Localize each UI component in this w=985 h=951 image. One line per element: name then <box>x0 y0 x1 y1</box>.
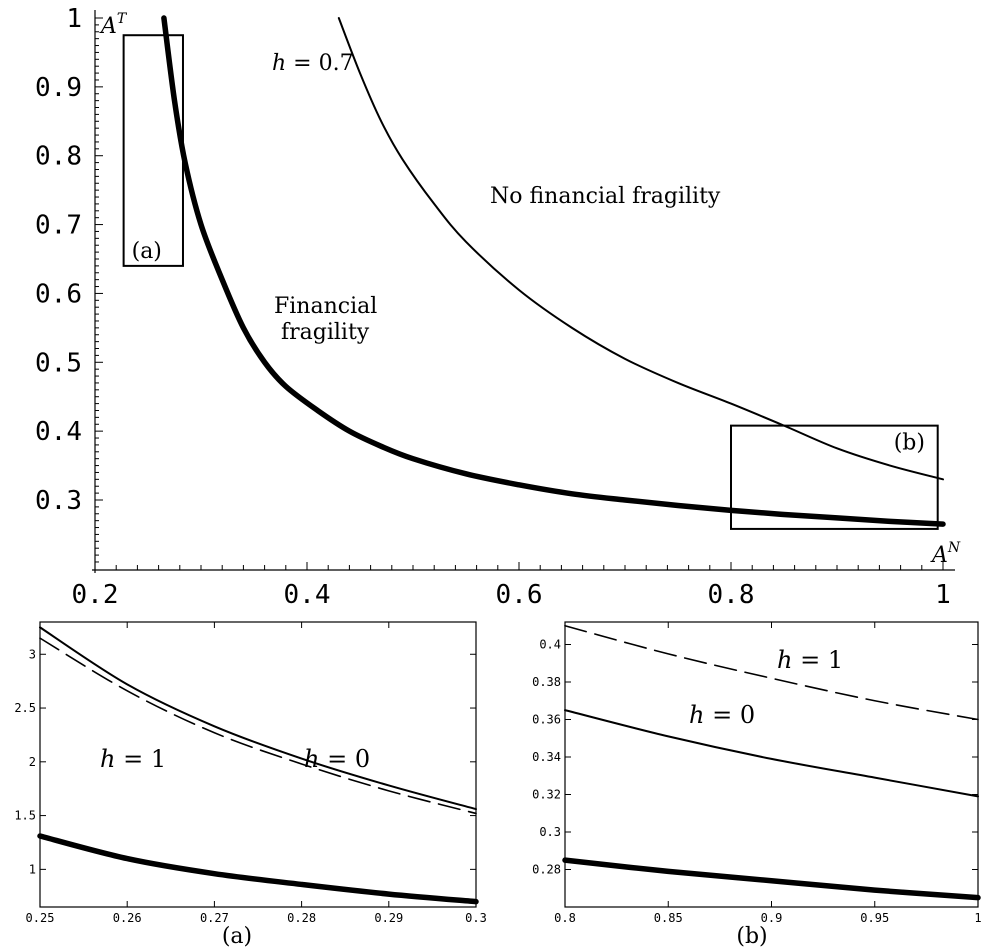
inset-b-x-tick-label: 1 <box>974 911 981 925</box>
inset-a-x-tick-label: 0.25 <box>26 911 55 925</box>
annotation-fragility-line1: Financial <box>274 294 377 319</box>
inset-b-y-tick-label: 0.32 <box>532 788 561 802</box>
inset-chart-a: 0.25 0.26 0.27 0.28 0.29 0.3 1 1.5 2 2.5 3 h = 1 h… <box>14 621 487 949</box>
main-y-tick-label: 0.8 <box>35 142 82 172</box>
inset-a-annotation-h0: h = 0 <box>304 745 370 773</box>
zoom-box-label-b: (b) <box>894 431 925 456</box>
inset-b-y-tick-label: 0.34 <box>532 750 561 764</box>
inset-a-series-dashed-line <box>39 637 477 815</box>
main-x-tick-label: 0.4 <box>284 580 331 610</box>
zoom-box-label-a: (a) <box>132 239 162 264</box>
inset-b-series-dashed-line <box>564 624 979 721</box>
main-y-tick-label: 0.3 <box>35 486 82 516</box>
inset-b-y-tick-label: 0.4 <box>539 638 561 652</box>
main-x-axis-label: AN <box>930 540 961 568</box>
main-y-tick-label: 0.7 <box>35 211 82 241</box>
inset-a-x-tick-label: 0.28 <box>287 911 316 925</box>
inset-b-y-tick-label: 0.28 <box>532 863 561 877</box>
inset-a-caption: (a) <box>222 924 252 949</box>
inset-a-x-tick-label: 0.3 <box>465 911 487 925</box>
inset-b-x-tick-label: 0.9 <box>761 911 783 925</box>
inset-a-series-thin-line <box>39 626 477 811</box>
inset-chart-b: 0.8 0.85 0.9 0.95 1 0.28 0.3 0.32 0.34 0.36 0.38 0.… <box>532 621 982 949</box>
annotation-no-fragility: No financial fragility <box>490 184 721 209</box>
inset-b-caption: (b) <box>736 924 767 949</box>
inset-b-y-tick-label: 0.38 <box>532 675 561 689</box>
inset-b-series-thick-line <box>562 857 981 901</box>
inset-a-x-tick-label: 0.26 <box>113 911 142 925</box>
inset-a-y-tick-label: 3 <box>29 647 36 661</box>
annotation-h-0-7: h = 0.7 <box>272 51 354 76</box>
inset-a-frame <box>39 621 477 908</box>
main-series-thick-line <box>161 15 946 527</box>
inset-b-y-tick-label: 0.3 <box>539 825 561 839</box>
inset-b-series-thin-line <box>564 709 979 798</box>
inset-b-annotation-h0: h = 0 <box>689 701 755 729</box>
main-chart: (a) (b) 0.2 0.4 0.6 0.8 1 0.3 0.4 0.5 0.6 0.7 0.8 0.… <box>35 4 961 610</box>
inset-b-x-tick-label: 0.95 <box>860 911 889 925</box>
inset-b-x-tick-label: 0.8 <box>554 911 576 925</box>
main-x-tick-label: 0.8 <box>708 580 755 610</box>
inset-a-y-tick-label: 1.5 <box>14 809 36 823</box>
main-y-tick-label: 0.6 <box>35 279 82 309</box>
inset-a-annotation-h1: h = 1 <box>100 745 166 773</box>
main-y-tick-label: 1 <box>66 4 82 34</box>
zoom-box-a <box>122 34 184 267</box>
main-x-tick-label: 0.6 <box>496 580 543 610</box>
inset-b-y-tick-label: 0.36 <box>532 713 561 727</box>
annotation-fragility-line2: fragility <box>281 320 370 345</box>
inset-a-x-tick-label: 0.29 <box>374 911 403 925</box>
inset-a-series-thick-line <box>37 833 479 905</box>
main-series-thin-line <box>337 17 944 481</box>
inset-a-y-tick-label: 2.5 <box>14 701 36 715</box>
main-y-tick-label: 0.4 <box>35 417 82 447</box>
inset-b-annotation-h1: h = 1 <box>777 646 843 674</box>
inset-a-y-tick-label: 1 <box>29 862 36 876</box>
inset-a-y-tick-label: 2 <box>29 755 36 769</box>
zoom-box-b <box>730 424 939 530</box>
inset-a-x-tick-label: 0.27 <box>200 911 229 925</box>
inset-b-x-tick-label: 0.85 <box>654 911 683 925</box>
main-x-tick-label: 0.2 <box>72 580 119 610</box>
main-y-tick-label: 0.9 <box>35 73 82 103</box>
main-y-tick-label: 0.5 <box>35 348 82 378</box>
main-x-tick-label: 1 <box>935 580 951 610</box>
